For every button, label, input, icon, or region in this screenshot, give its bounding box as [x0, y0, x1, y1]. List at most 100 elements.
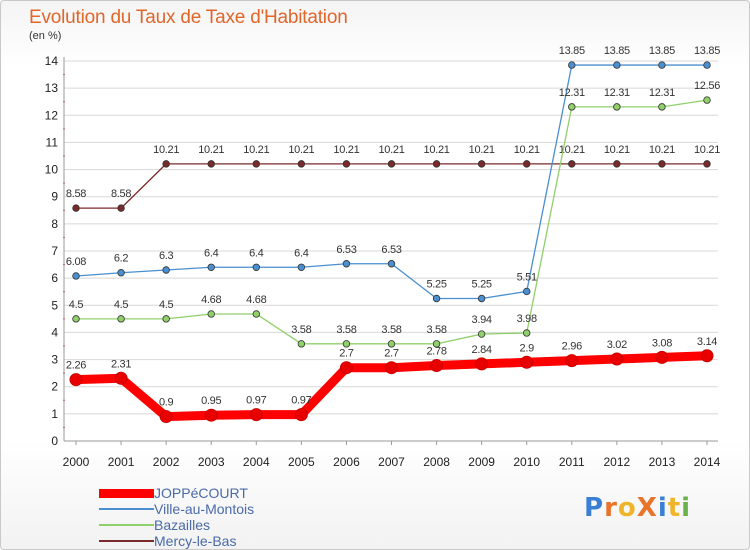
data-label: 3.58 — [336, 324, 356, 336]
data-label: 10.21 — [243, 144, 269, 156]
data-label: 6.4 — [294, 247, 309, 259]
data-label: 12.31 — [559, 87, 585, 99]
data-label: 10.21 — [514, 144, 540, 156]
data-point — [703, 96, 711, 104]
data-point — [162, 266, 170, 274]
legend-label: Ville-au-Montois — [154, 501, 255, 517]
data-label: 6.4 — [204, 247, 219, 259]
data-label: 4.68 — [201, 294, 221, 306]
y-tick-label: 10 — [45, 163, 59, 177]
data-point — [655, 350, 669, 364]
data-point — [342, 340, 351, 348]
logo-letter: i — [657, 493, 668, 523]
data-point — [114, 371, 128, 385]
x-tick-label: 2009 — [468, 455, 495, 469]
data-label: 10.21 — [288, 144, 314, 156]
data-point — [477, 294, 486, 303]
data-label: 3.94 — [472, 314, 492, 326]
y-tick-label: 4 — [51, 325, 58, 339]
x-tick-label: 2005 — [288, 455, 315, 469]
x-tick-label: 2013 — [649, 455, 676, 469]
data-point — [703, 160, 711, 168]
data-label: 10.21 — [559, 144, 585, 156]
data-point — [117, 315, 125, 323]
data-point — [162, 160, 170, 168]
data-label: 2.96 — [562, 341, 582, 353]
data-label: 0.95 — [201, 395, 221, 407]
data-point — [204, 408, 218, 422]
chart-title: Evolution du Taux de Taxe d'Habitation — [29, 7, 348, 28]
data-point — [475, 357, 489, 371]
data-point — [162, 315, 170, 323]
data-label: 12.31 — [649, 87, 675, 99]
data-label: 10.21 — [694, 144, 720, 156]
data-point — [613, 61, 621, 69]
data-label: 13.85 — [559, 45, 585, 57]
legend-item: Mercy-le-Bas — [99, 533, 254, 549]
data-point — [568, 103, 576, 111]
y-tick-label: 0 — [51, 434, 58, 448]
logo-letter: r — [604, 493, 618, 523]
data-label: 4.5 — [159, 299, 174, 311]
data-label: 4.68 — [246, 294, 266, 306]
data-label: 0.97 — [291, 395, 311, 407]
data-point — [207, 263, 215, 271]
y-unit-label: (en %) — [29, 30, 62, 42]
data-label: 6.08 — [66, 256, 86, 268]
data-label: 3.58 — [426, 324, 446, 336]
x-tick-label: 2000 — [63, 455, 90, 469]
data-label: 13.85 — [649, 45, 675, 57]
data-label: 6.4 — [249, 247, 264, 259]
data-label: 10.21 — [424, 144, 450, 156]
y-tick-label: 6 — [51, 271, 58, 285]
legend-swatch — [99, 540, 154, 542]
data-point — [432, 340, 441, 348]
x-tick-label: 2001 — [108, 455, 135, 469]
data-point — [477, 160, 486, 168]
x-tick-label: 2014 — [694, 455, 721, 469]
data-point — [297, 160, 306, 168]
data-label: 6.3 — [159, 250, 174, 262]
data-point — [613, 103, 621, 111]
y-tick-label: 9 — [51, 190, 58, 204]
data-point — [658, 160, 666, 168]
data-point — [249, 408, 263, 422]
data-point — [703, 61, 711, 69]
y-tick-label: 12 — [45, 108, 59, 122]
data-point — [387, 340, 396, 348]
data-label: 4.5 — [114, 299, 129, 311]
data-label: 10.21 — [604, 144, 630, 156]
data-point — [387, 160, 396, 168]
data-label: 2.31 — [111, 358, 131, 370]
data-point — [610, 352, 624, 366]
data-label: 3.02 — [607, 339, 627, 351]
x-tick-label: 2002 — [153, 455, 180, 469]
data-label: 10.21 — [469, 144, 495, 156]
data-label: 12.31 — [604, 87, 630, 99]
data-point — [523, 329, 531, 337]
legend-item: JOPPéCOURT — [99, 485, 254, 501]
data-point — [117, 269, 125, 277]
logo-letter: t — [667, 493, 682, 523]
data-point — [387, 260, 396, 268]
x-tick-label: 2012 — [604, 455, 631, 469]
data-point — [568, 61, 576, 69]
data-label: 6.53 — [336, 244, 356, 256]
data-point — [297, 340, 306, 348]
data-point — [297, 263, 306, 271]
legend-swatch — [99, 488, 154, 498]
legend-label: Mercy-le-Bas — [154, 533, 237, 549]
x-tick-label: 2011 — [559, 455, 585, 469]
data-label: 3.14 — [697, 336, 717, 348]
data-point — [432, 160, 441, 168]
data-point — [294, 408, 308, 422]
data-point — [568, 160, 576, 168]
data-point — [252, 263, 260, 271]
data-label: 5.25 — [426, 279, 446, 291]
data-point — [159, 410, 173, 424]
x-tick-label: 2004 — [243, 455, 270, 469]
data-label: 10.21 — [153, 144, 179, 156]
logo-letter: P — [584, 493, 605, 523]
x-tick-label: 2007 — [378, 455, 405, 469]
